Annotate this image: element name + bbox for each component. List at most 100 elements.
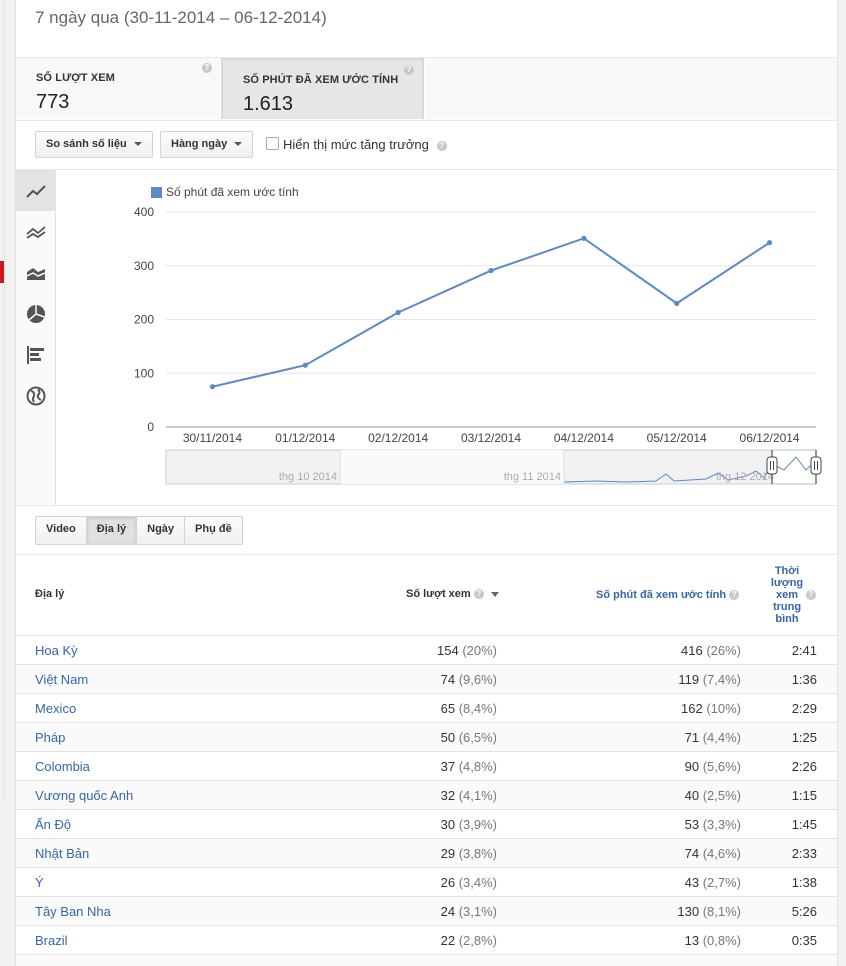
col-header-avg-label: Thời lượng xem trung bình [770, 565, 804, 625]
row-views: 24 (3,1%) [441, 904, 497, 919]
area-chart-button[interactable] [16, 252, 55, 293]
table-row: Mexico 65 (8,4%) 162 (10%) 2:29 [16, 693, 837, 722]
row-views-value: 65 [440, 701, 456, 716]
legend-swatch [151, 187, 162, 198]
row-minutes: 53 (3,3%) [685, 817, 741, 832]
row-minutes: 162 (10%) [681, 701, 741, 716]
timeline-handle[interactable] [810, 456, 822, 475]
timeline-navigator[interactable]: thg 10 2014 thg 11 2014 thg 12 2014 [165, 449, 822, 485]
row-views-value: 26 [440, 875, 456, 890]
row-minutes-value: 53 [684, 817, 700, 832]
row-geography-link[interactable]: Colombia [35, 759, 90, 774]
row-minutes-value: 162 [680, 701, 703, 716]
tab-geography[interactable]: Địa lý [86, 517, 138, 544]
multiline-chart-button[interactable] [16, 211, 55, 252]
table-row: Nhật Bản 29 (3,8%) 74 (4,6%) 2:33 [16, 838, 837, 867]
row-views: 50 (6,5%) [441, 730, 497, 745]
row-geography-link[interactable]: Ý [35, 875, 44, 890]
row-avg-duration: 1:38 [791, 875, 817, 890]
chart-grid [166, 211, 816, 428]
help-icon[interactable]: ? [202, 63, 212, 73]
map-chart-button[interactable] [16, 375, 55, 416]
row-geography-link[interactable]: Brazil [35, 933, 68, 948]
row-geography-link[interactable]: Nhật Bản [35, 846, 90, 861]
data-point[interactable] [488, 267, 494, 274]
data-point[interactable] [395, 309, 401, 316]
row-minutes: 74 (4,6%) [685, 846, 741, 861]
growth-checkbox[interactable] [266, 137, 279, 150]
line-chart: Số phút đã xem ước tính 0 100 200 300 400 30… [134, 185, 822, 485]
x-tick-label: 06/12/2014 [740, 431, 800, 445]
row-geography-link[interactable]: Vương quốc Anh [35, 788, 134, 803]
col-header-views[interactable]: Số lượt xem ? [406, 588, 499, 600]
data-point[interactable] [766, 240, 773, 246]
interval-dropdown[interactable]: Hàng ngày [160, 131, 254, 158]
data-point[interactable] [302, 362, 308, 368]
timeline-month-label: thg 10 2014 [279, 471, 337, 483]
help-icon[interactable]: ? [729, 590, 740, 601]
timeline-handle[interactable] [766, 456, 778, 475]
row-minutes-value: 43 [684, 875, 700, 890]
divider [16, 505, 837, 506]
table-row: Brazil 22 (2,8%) 13 (0,8%) 0:35 [16, 925, 837, 954]
metric-views-tab[interactable]: SỐ LƯỢT XEM 773 ? [16, 58, 220, 119]
row-geography-link[interactable]: Ấn Độ [35, 817, 72, 832]
area-chart-icon [26, 267, 45, 280]
metric-views-label: SỐ LƯỢT XEM [36, 72, 115, 84]
compare-metrics-dropdown[interactable]: So sánh số liệu [35, 131, 153, 158]
row-avg-duration: 1:25 [791, 730, 817, 745]
bar-chart-button[interactable] [16, 334, 55, 375]
chevron-down-icon [234, 142, 243, 147]
row-geography-link[interactable]: Mexico [35, 701, 77, 716]
growth-toggle[interactable]: Hiển thị mức tăng trưởng ? [266, 137, 447, 152]
row-minutes-pct: (5,6%) [702, 759, 741, 774]
col-header-geography: Địa lý [35, 588, 65, 600]
pie-chart-button[interactable] [16, 293, 55, 334]
row-geography-link[interactable]: Hoa Kỳ [35, 643, 78, 658]
row-views-value: 32 [440, 788, 456, 803]
help-icon[interactable]: ? [404, 65, 414, 75]
row-views: 22 (2,8%) [441, 933, 497, 948]
data-point[interactable] [674, 300, 680, 306]
row-minutes-pct: (26%) [706, 643, 741, 658]
row-views-pct: (6,5%) [458, 730, 497, 745]
table-row: Vương quốc Anh 32 (4,1%) 40 (2,5%) 1:15 [16, 780, 837, 809]
row-minutes-pct: (10%) [706, 701, 741, 716]
multiline-chart-icon [25, 225, 46, 239]
line-chart-button[interactable] [16, 170, 55, 211]
row-views-value: 50 [440, 730, 456, 745]
left-divider [4, 0, 5, 800]
row-views-value: 154 [436, 643, 459, 658]
row-avg-duration: 1:45 [791, 817, 817, 832]
y-tick-label: 100 [134, 366, 154, 380]
row-geography-link[interactable]: Việt Nam [35, 672, 89, 687]
col-header-minutes[interactable]: Số phút đã xem ước tính ? [596, 589, 740, 601]
col-header-avg-duration[interactable]: Thời lượng xem trung bình [769, 565, 805, 625]
row-views-value: 30 [440, 817, 456, 832]
tab-video[interactable]: Video [36, 517, 87, 544]
row-minutes-pct: (2,7%) [702, 875, 741, 890]
x-axis: 30/11/2014 01/12/2014 02/12/2014 03/12/2014… [183, 431, 800, 445]
y-axis: 0 100 200 300 400 [134, 205, 154, 434]
row-minutes: 40 (2,5%) [685, 788, 741, 803]
help-icon[interactable]: ? [473, 589, 484, 600]
help-icon[interactable]: ? [436, 140, 447, 151]
row-geography-link[interactable]: Pháp [35, 730, 66, 745]
timeline-sparkline [563, 456, 817, 483]
globe-icon [26, 386, 45, 405]
help-icon[interactable]: ? [806, 590, 816, 600]
row-views-pct: (3,4%) [458, 875, 497, 890]
tab-subtitles[interactable]: Phụ đề [185, 517, 242, 544]
metric-minutes-tab[interactable]: SỐ PHÚT ĐÃ XEM ƯỚC TÍNH 1.613 ? [221, 58, 424, 119]
data-point[interactable] [581, 235, 587, 241]
row-minutes-pct: (0,8%) [702, 933, 741, 948]
metric-views-value: 773 [36, 91, 70, 113]
chevron-down-icon [133, 142, 142, 147]
data-point[interactable] [209, 384, 216, 390]
tab-date[interactable]: Ngày [137, 517, 186, 544]
row-geography-link[interactable]: Tây Ban Nha [35, 904, 111, 919]
table-row: Ấn Độ 30 (3,9%) 53 (3,3%) 1:45 [16, 809, 837, 838]
row-views-pct: (3,1%) [458, 904, 497, 919]
x-tick-label: 30/11/2014 [183, 431, 242, 445]
nav-active-marker [0, 261, 4, 283]
